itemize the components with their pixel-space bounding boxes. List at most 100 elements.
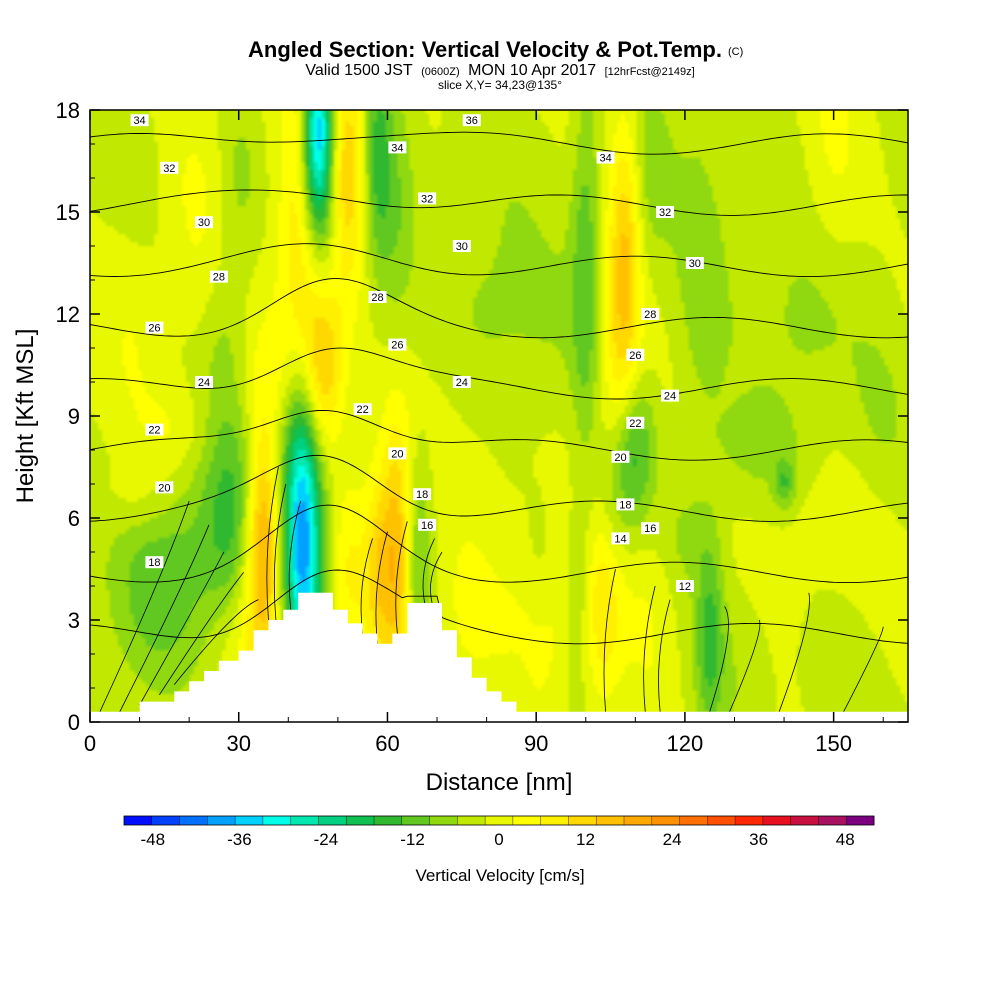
contour-label-text: 20 xyxy=(158,482,170,494)
isentrope-16 xyxy=(90,454,908,522)
contour-label: 28 xyxy=(209,270,228,284)
contour-label-text: 34 xyxy=(599,153,611,165)
colorbar-swatch xyxy=(624,816,653,825)
flank-isentrope-10 xyxy=(658,599,671,712)
contour-label-box xyxy=(145,321,164,334)
contour-label-box xyxy=(160,161,179,174)
colorbar-tick-label: 48 xyxy=(836,830,855,849)
colorbar-swatch xyxy=(735,816,764,825)
contour-label: 18 xyxy=(616,498,635,511)
contour-label-box xyxy=(195,376,214,388)
isentrope-20 xyxy=(90,347,908,400)
low-isentrope-2 xyxy=(139,551,225,706)
contour-label: 12 xyxy=(675,580,694,593)
x-tick-label: 0 xyxy=(84,731,96,756)
contour-label: 36 xyxy=(462,114,481,127)
isentrope-12 xyxy=(90,569,908,645)
colorbar-tick-label: 0 xyxy=(494,830,503,849)
slice-info: slice X,Y= 34,23@135° xyxy=(438,78,562,92)
x-tick-label: 150 xyxy=(815,731,852,756)
isentrope-26 xyxy=(90,189,908,216)
contour-label-text: 34 xyxy=(391,142,403,154)
isentrope-22 xyxy=(90,278,908,339)
contour-label-box xyxy=(611,450,630,463)
colorbar-swatch xyxy=(596,816,625,825)
x-tick-label: 90 xyxy=(524,731,548,756)
contour-label: 20 xyxy=(155,481,174,494)
colorbar-tick-label: 24 xyxy=(663,830,682,849)
isentrope-24 xyxy=(90,243,908,278)
contour-label: 30 xyxy=(452,240,471,253)
y-tick-label: 18 xyxy=(56,98,80,123)
contour-label: 26 xyxy=(388,338,407,352)
isentrope-14 xyxy=(90,504,908,584)
plot-area: 34 32 30 28 26 24 22 20 18 36 34 32 30 28 26 24 22 20 18 16… xyxy=(89,109,909,723)
colorbar-swatch xyxy=(290,816,319,825)
colorbar-swatch xyxy=(679,816,708,825)
colorbar-swatch xyxy=(346,816,375,825)
vertical-velocity-field xyxy=(90,110,908,722)
contour-label-text: 26 xyxy=(391,340,403,352)
contour-label: 28 xyxy=(368,291,387,304)
x-tick-label: 60 xyxy=(375,731,399,756)
contour-label: 16 xyxy=(418,518,437,532)
forecast-info: [12hrFcst@2149z] xyxy=(605,66,695,78)
colorbar-tick-label: -12 xyxy=(400,830,425,849)
colorbar-swatch xyxy=(512,816,542,825)
contour-label-box xyxy=(145,556,164,569)
valid-prefix: Valid 1500 JST xyxy=(305,62,413,79)
contour-label-box xyxy=(195,216,214,229)
colorbar-swatch xyxy=(540,816,569,825)
colorbar-swatch xyxy=(818,816,847,825)
contour-label-text: 32 xyxy=(163,163,175,175)
colorbar-swatch xyxy=(429,816,458,825)
contour-label-text: 18 xyxy=(619,499,631,511)
contour-label: 28 xyxy=(641,308,660,321)
contour-label: 34 xyxy=(130,114,149,127)
contour-label-text: 20 xyxy=(614,452,626,464)
contour-label-text: 32 xyxy=(421,193,433,205)
contour-label-box xyxy=(209,270,228,283)
contour-label-box xyxy=(418,192,437,205)
x-axis-label: Distance [nm] xyxy=(426,769,573,796)
valid-time-line: Valid 1500 JST (0600Z) MON 10 Apr 2017 [… xyxy=(305,62,694,79)
contour-label-text: 32 xyxy=(659,207,671,219)
contour-label-box xyxy=(611,532,630,545)
contour-label-text: 22 xyxy=(357,404,369,416)
low-isentrope-6 xyxy=(729,619,761,712)
colorbar-frame xyxy=(123,815,875,826)
low-isentrope-0 xyxy=(99,500,190,712)
flank-isentrope-1 xyxy=(273,483,287,621)
contour-label: 24 xyxy=(661,389,680,403)
contour-label: 30 xyxy=(685,257,704,270)
x-tick-label: 30 xyxy=(226,731,250,756)
contour-label: 26 xyxy=(145,321,164,335)
contour-label-box xyxy=(418,518,437,531)
contour-label-box xyxy=(388,141,407,154)
copyright-mark: (C) xyxy=(728,46,743,58)
contour-label-box xyxy=(675,580,694,592)
contour-label-text: 26 xyxy=(629,350,641,362)
colorbar-swatch xyxy=(151,816,180,825)
isentrope-18 xyxy=(90,409,908,461)
contour-label-box xyxy=(616,498,635,511)
colorbar-tick-label: -24 xyxy=(314,830,339,849)
x-tick-label: 120 xyxy=(667,731,704,756)
valid-utc: (0600Z) xyxy=(421,66,460,78)
contour-label-text: 30 xyxy=(689,258,701,270)
colorbar-tick-label: -48 xyxy=(141,830,166,849)
contour-label: 32 xyxy=(418,192,437,205)
y-tick-label: 0 xyxy=(68,710,80,735)
contour-label-box xyxy=(656,206,675,218)
low-isentrope-5 xyxy=(709,606,729,712)
colorbar-label: Vertical Velocity [cm/s] xyxy=(415,866,584,885)
colorbar-swatch xyxy=(318,816,347,825)
contour-label: 34 xyxy=(388,141,407,154)
y-tick-label: 15 xyxy=(56,200,80,225)
contour-label-box xyxy=(462,114,481,127)
y-tick-label: 3 xyxy=(68,608,80,633)
contour-label-box xyxy=(452,376,471,388)
contour-label-text: 24 xyxy=(664,391,676,403)
